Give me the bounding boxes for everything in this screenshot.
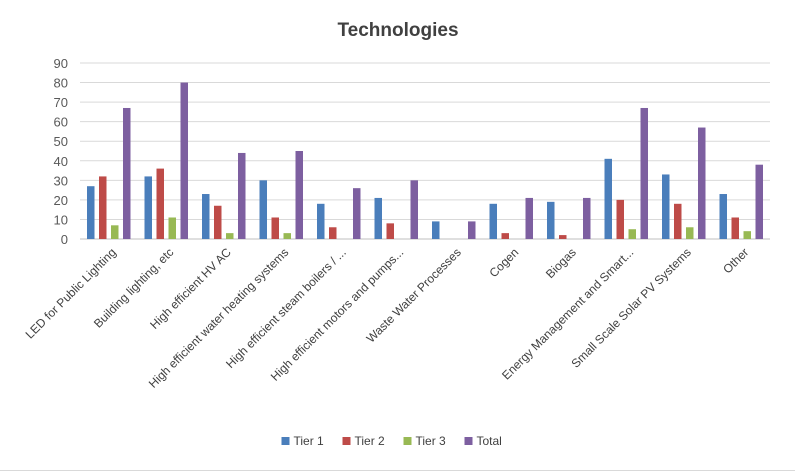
bar-tier-3 — [283, 233, 291, 239]
legend-swatch — [281, 437, 290, 445]
bar-tier-1 — [662, 174, 670, 239]
bar-tier-2 — [559, 235, 567, 239]
bar-tier-1 — [547, 201, 555, 239]
bar-total — [525, 197, 533, 239]
bar-tier-2 — [214, 205, 222, 239]
legend-swatch — [403, 437, 412, 445]
bar-total — [123, 107, 131, 239]
y-tick-label: 20 — [54, 193, 68, 208]
bar-tier-2 — [329, 227, 337, 239]
y-tick-label: 0 — [61, 232, 68, 247]
bars — [87, 82, 763, 239]
chart-title: Technologies — [337, 20, 458, 41]
bar-tier-2 — [99, 176, 107, 239]
y-tick-label: 60 — [54, 115, 68, 130]
bar-tier-1 — [144, 176, 152, 239]
bar-total — [353, 188, 361, 239]
gridlines — [80, 62, 770, 240]
bar-tier-3 — [168, 217, 176, 239]
bar-total — [755, 164, 763, 239]
bar-tier-1 — [374, 197, 382, 239]
bar-tier-2 — [731, 217, 739, 239]
bar-total — [640, 107, 648, 239]
bar-tier-3 — [111, 225, 119, 239]
legend-swatch — [342, 437, 351, 445]
bar-tier-2 — [674, 203, 682, 239]
bar-tier-2 — [386, 223, 394, 239]
bar-tier-1 — [87, 186, 95, 239]
bar-tier-2 — [501, 233, 509, 239]
bar-tier-3 — [628, 229, 636, 239]
bar-tier-1 — [432, 221, 440, 239]
legend-label: Tier 1 — [294, 434, 325, 448]
x-category-label: High efficient steam boilers / ... — [223, 245, 349, 371]
bar-total — [180, 82, 188, 239]
x-category-label: Biogas — [543, 245, 579, 281]
bar-total — [583, 197, 591, 239]
bar-tier-1 — [604, 158, 612, 239]
legend-label: Total — [477, 434, 502, 448]
bar-total — [295, 151, 303, 239]
y-tick-label: 70 — [54, 95, 68, 110]
bar-tier-1 — [317, 203, 325, 239]
y-tick-label: 30 — [54, 173, 68, 188]
bar-tier-1 — [489, 203, 497, 239]
y-tick-label: 50 — [54, 134, 68, 149]
y-tick-label: 90 — [54, 56, 68, 71]
x-category-label: Other — [720, 245, 751, 276]
bar-total — [410, 180, 418, 239]
x-category-label: Cogen — [486, 245, 521, 280]
bar-tier-2 — [616, 199, 624, 239]
legend-label: Tier 3 — [416, 434, 447, 448]
x-category-label: Small Scale Solar PV Systems — [568, 245, 693, 370]
bar-tier-1 — [202, 194, 210, 239]
y-tick-label: 40 — [54, 154, 68, 169]
legend: Tier 1 Tier 2 Tier 3 Total — [281, 434, 502, 448]
bar-total — [468, 221, 476, 239]
y-tick-label: 80 — [54, 76, 68, 91]
bar-tier-3 — [226, 233, 234, 239]
bar-tier-1 — [719, 194, 727, 239]
bar-tier-3 — [743, 231, 751, 239]
bar-tier-2 — [271, 217, 279, 239]
legend-label: Tier 2 — [355, 434, 386, 448]
legend-swatch — [464, 437, 473, 445]
y-axis-ticks: 0 10 20 30 40 50 60 70 80 90 — [54, 56, 68, 247]
y-tick-label: 10 — [54, 212, 68, 227]
x-category-label: Waste Water Processes — [364, 245, 464, 345]
bar-total — [698, 127, 706, 239]
bar-tier-1 — [259, 180, 267, 239]
bar-tier-2 — [156, 168, 164, 239]
bar-total — [238, 152, 246, 239]
bar-tier-3 — [686, 227, 694, 239]
